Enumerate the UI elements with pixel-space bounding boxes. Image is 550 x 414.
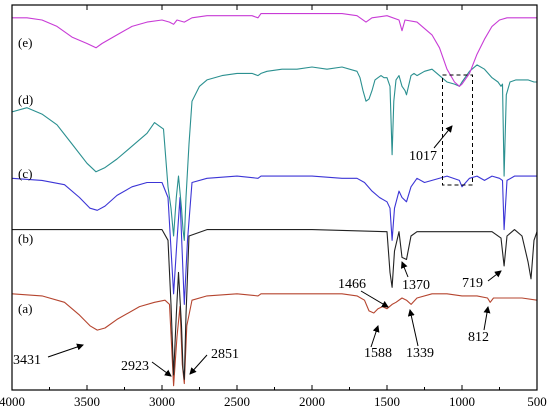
x-tick-label: 500 <box>527 394 547 409</box>
annotation-label-1370: 1370 <box>402 278 430 293</box>
x-tick-label: 3500 <box>74 394 100 409</box>
annotation-label-1017: 1017 <box>409 149 437 164</box>
annotation-label-1466: 1466 <box>338 277 366 292</box>
annotation-label-719: 719 <box>462 276 483 291</box>
annotation-label-3431: 3431 <box>13 353 41 368</box>
series-line-a <box>11 293 538 387</box>
x-tick-label: 2500 <box>224 394 250 409</box>
annotation-arrow <box>407 309 419 347</box>
series-line-e <box>12 13 537 87</box>
series-labels: (a) (b) (c) (d) (e) <box>18 35 33 316</box>
annotation-label-1339: 1339 <box>406 346 434 361</box>
series-line-d <box>11 64 537 241</box>
x-tick-label: 1500 <box>374 394 400 409</box>
highlight-dashed-box <box>442 74 473 186</box>
annotation-arrow <box>483 306 491 331</box>
series-label-d: (d) <box>18 92 33 107</box>
series-label-e: (e) <box>18 35 32 50</box>
annotation-label-1588: 1588 <box>364 346 392 361</box>
series-layer <box>11 13 538 387</box>
annotation-arrow <box>189 354 208 375</box>
series-label-c: (c) <box>18 166 32 181</box>
annotation-label-2851: 2851 <box>211 347 239 362</box>
x-tick-label: 4000 <box>0 394 25 409</box>
x-tick-label: 3000 <box>149 394 175 409</box>
annotation-arrow <box>360 290 389 308</box>
annotation-arrow <box>370 325 380 348</box>
annotation-arrow <box>47 343 84 358</box>
series-line-b <box>12 229 538 380</box>
plot-frame <box>11 4 538 391</box>
annotations: 3431 2923 2851 1588 1466 1370 1339 812 719 1017 <box>13 125 502 377</box>
series-line-c <box>11 175 537 305</box>
annotation-arrow <box>400 261 409 278</box>
annotation-arrow <box>487 270 502 282</box>
x-tick-label: 2000 <box>299 394 325 409</box>
x-axis: 4000 3500 3000 2500 2000 1500 1000 500 <box>0 5 547 409</box>
annotation-arrow <box>151 361 172 377</box>
annotation-label-2923: 2923 <box>121 359 149 374</box>
x-tick-label: 1000 <box>449 394 475 409</box>
annotation-label-812: 812 <box>468 330 489 345</box>
series-label-b: (b) <box>18 231 33 246</box>
series-label-a: (a) <box>18 301 32 316</box>
